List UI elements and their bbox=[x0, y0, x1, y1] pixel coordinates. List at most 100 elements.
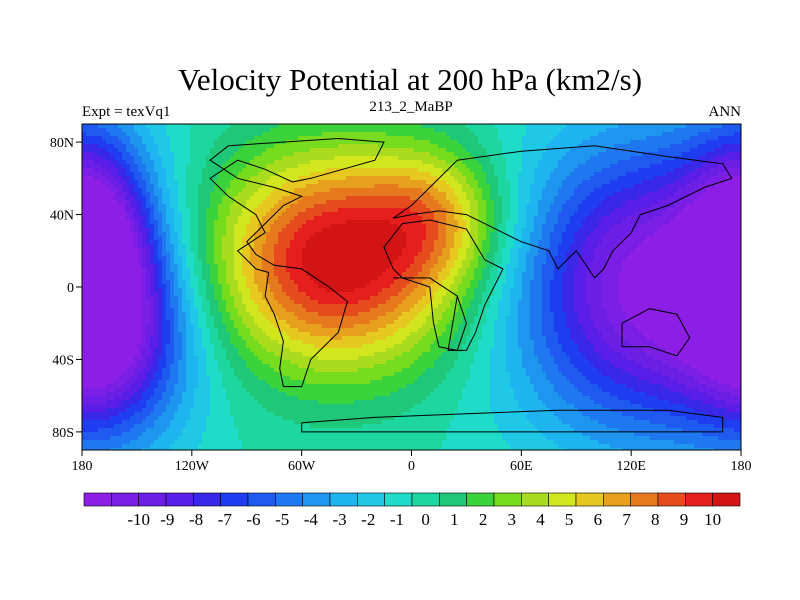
field-cell bbox=[658, 148, 663, 153]
field-cell bbox=[674, 176, 679, 181]
field-cell bbox=[598, 168, 603, 173]
field-cell bbox=[398, 168, 403, 173]
field-cell bbox=[474, 220, 479, 225]
field-cell bbox=[430, 212, 435, 217]
field-cell bbox=[310, 216, 315, 221]
field-cell bbox=[354, 192, 359, 197]
field-cell bbox=[302, 144, 307, 149]
field-cell bbox=[590, 136, 595, 141]
field-cell bbox=[506, 180, 511, 185]
field-cell bbox=[246, 172, 251, 177]
field-cell bbox=[302, 196, 307, 201]
field-cell bbox=[278, 192, 283, 197]
field-cell bbox=[222, 204, 227, 209]
field-cell bbox=[698, 172, 703, 177]
field-cell bbox=[322, 160, 327, 165]
field-cell bbox=[290, 148, 295, 153]
field-cell bbox=[426, 232, 431, 237]
field-cell bbox=[470, 136, 475, 141]
field-cell bbox=[694, 128, 699, 133]
field-cell bbox=[382, 204, 387, 209]
field-cell bbox=[146, 216, 151, 221]
field-cell bbox=[214, 240, 219, 245]
field-cell bbox=[554, 176, 559, 181]
field-cell bbox=[302, 208, 307, 213]
field-cell bbox=[290, 160, 295, 165]
field-cell bbox=[446, 236, 451, 241]
field-cell bbox=[342, 228, 347, 233]
field-cell bbox=[682, 180, 687, 185]
field-cell bbox=[458, 232, 463, 237]
field-cell bbox=[734, 128, 739, 133]
field-cell bbox=[118, 168, 123, 173]
field-cell bbox=[294, 236, 299, 241]
field-cell bbox=[194, 244, 199, 249]
field-cell bbox=[138, 164, 143, 169]
field-cell bbox=[218, 156, 223, 161]
field-cell bbox=[246, 148, 251, 153]
field-cell bbox=[586, 184, 591, 189]
field-cell bbox=[718, 160, 723, 165]
field-cell bbox=[94, 224, 99, 229]
field-cell bbox=[82, 168, 87, 173]
field-cell bbox=[198, 156, 203, 161]
field-cell bbox=[582, 208, 587, 213]
field-cell bbox=[418, 136, 423, 141]
field-cell bbox=[370, 232, 375, 237]
field-cell bbox=[238, 224, 243, 229]
field-cell bbox=[430, 168, 435, 173]
field-cell bbox=[190, 216, 195, 221]
field-cell bbox=[470, 188, 475, 193]
field-cell bbox=[586, 160, 591, 165]
field-cell bbox=[618, 132, 623, 137]
field-cell bbox=[298, 148, 303, 153]
field-cell bbox=[710, 232, 715, 237]
field-cell bbox=[734, 172, 739, 177]
field-cell bbox=[726, 232, 731, 237]
field-cell bbox=[414, 204, 419, 209]
field-cell bbox=[398, 240, 403, 245]
field-cell bbox=[574, 176, 579, 181]
field-cell bbox=[446, 180, 451, 185]
field-cell bbox=[626, 220, 631, 225]
field-cell bbox=[466, 228, 471, 233]
field-cell bbox=[718, 204, 723, 209]
field-cell bbox=[510, 224, 515, 229]
field-cell bbox=[718, 168, 723, 173]
field-cell bbox=[694, 172, 699, 177]
field-cell bbox=[630, 220, 635, 225]
field-cell bbox=[706, 136, 711, 141]
field-cell bbox=[674, 220, 679, 225]
field-cell bbox=[250, 144, 255, 149]
field-cell bbox=[686, 172, 691, 177]
field-cell bbox=[186, 212, 191, 217]
field-cell bbox=[418, 196, 423, 201]
field-cell bbox=[450, 164, 455, 169]
field-cell bbox=[86, 180, 91, 185]
field-cell bbox=[182, 160, 187, 165]
field-cell bbox=[430, 180, 435, 185]
field-cell bbox=[202, 188, 207, 193]
field-cell bbox=[718, 192, 723, 197]
field-cell bbox=[654, 156, 659, 161]
field-cell bbox=[418, 232, 423, 237]
field-cell bbox=[650, 132, 655, 137]
field-cell bbox=[322, 132, 327, 137]
field-cell bbox=[310, 168, 315, 173]
field-cell bbox=[682, 136, 687, 141]
field-cell bbox=[342, 196, 347, 201]
field-cell bbox=[282, 208, 287, 213]
field-cell bbox=[446, 144, 451, 149]
field-cell bbox=[118, 164, 123, 169]
field-cell bbox=[710, 164, 715, 169]
field-cell bbox=[526, 144, 531, 149]
field-cell bbox=[346, 228, 351, 233]
field-cell bbox=[362, 160, 367, 165]
field-cell bbox=[598, 224, 603, 229]
field-cell bbox=[562, 196, 567, 201]
field-cell bbox=[678, 128, 683, 133]
field-cell bbox=[322, 200, 327, 205]
field-cell bbox=[442, 184, 447, 189]
field-cell bbox=[386, 176, 391, 181]
field-cell bbox=[558, 184, 563, 189]
